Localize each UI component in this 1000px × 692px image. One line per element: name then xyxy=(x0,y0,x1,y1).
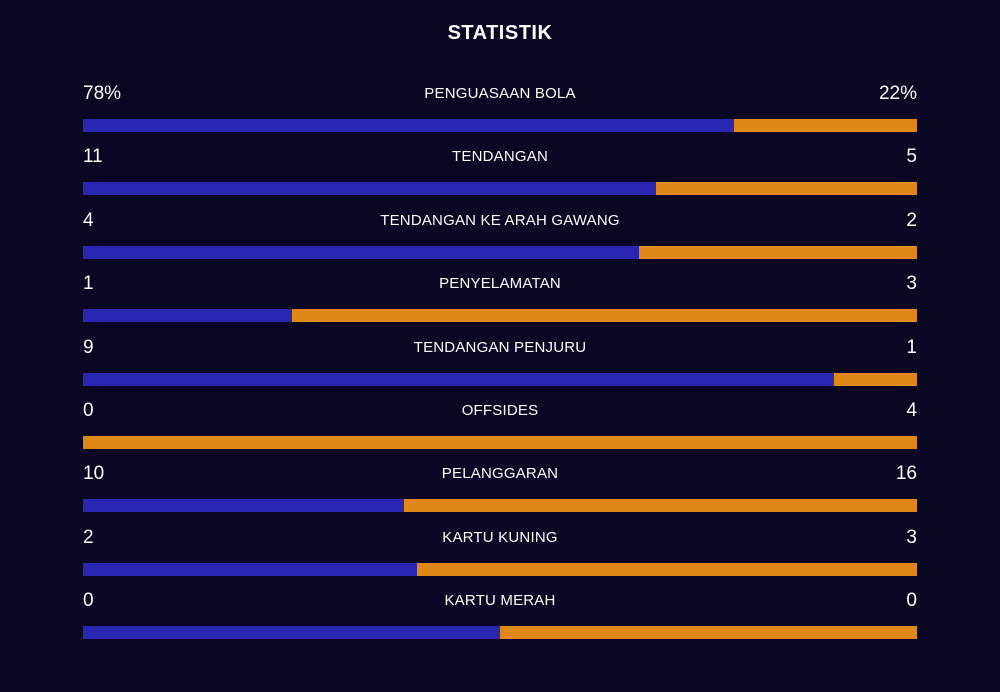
stat-row-red-cards: 0 KARTU MERAH 0 xyxy=(83,587,917,650)
home-bar-segment xyxy=(83,499,404,513)
away-bar-segment xyxy=(639,245,917,259)
home-value: 10 xyxy=(83,463,105,485)
stat-row-offsides: 0 OFFSIDES 4 xyxy=(83,397,917,460)
home-bar-segment xyxy=(83,245,640,259)
home-value: 9 xyxy=(83,336,94,358)
stat-row-shots: 11 TENDANGAN 5 xyxy=(83,143,917,206)
stat-row-yellow-cards: 2 KARTU KUNING 3 xyxy=(83,524,917,587)
home-value: 4 xyxy=(83,209,94,231)
home-value: 1 xyxy=(83,273,94,295)
away-value: 1 xyxy=(906,336,917,358)
away-bar-segment xyxy=(83,435,917,449)
stat-row-saves: 1 PENYELAMATAN 3 xyxy=(83,270,917,333)
comparison-bar xyxy=(83,562,917,576)
home-value: 0 xyxy=(83,399,94,421)
away-bar-segment xyxy=(403,499,917,513)
stat-label: TENDANGAN PENJURU xyxy=(413,338,587,356)
away-value: 2 xyxy=(906,209,917,231)
comparison-bar xyxy=(83,435,917,449)
stat-label: PENYELAMATAN xyxy=(439,275,561,293)
home-value: 0 xyxy=(83,590,94,612)
home-bar-segment xyxy=(83,626,500,640)
stat-row-possession: 78% PENGUASAAN BOLA 22% xyxy=(83,80,917,143)
away-value: 22% xyxy=(878,83,917,104)
away-bar-segment xyxy=(416,562,917,576)
home-bar-segment xyxy=(83,562,417,576)
stat-label: TENDANGAN KE ARAH GAWANG xyxy=(380,211,620,229)
comparison-bar xyxy=(83,372,917,386)
stat-row-shots-on-target: 4 TENDANGAN KE ARAH GAWANG 2 xyxy=(83,207,917,270)
home-bar-segment xyxy=(83,309,292,323)
comparison-bar xyxy=(83,499,917,513)
stat-label: PELANGGARAN xyxy=(441,465,559,483)
stats-list: 78% PENGUASAAN BOLA 22% 11 TENDANGAN 5 4… xyxy=(83,80,917,651)
comparison-bar xyxy=(83,309,917,323)
comparison-bar xyxy=(83,182,917,196)
stat-label: OFFSIDES xyxy=(461,401,539,419)
away-bar-segment xyxy=(291,309,917,323)
comparison-bar xyxy=(83,119,917,132)
away-bar-segment xyxy=(500,626,917,640)
home-bar-segment xyxy=(83,182,657,196)
away-value: 3 xyxy=(906,273,917,295)
away-value: 0 xyxy=(906,590,917,612)
comparison-bar xyxy=(83,626,917,640)
stat-row-fouls: 10 PELANGGARAN 16 xyxy=(83,460,917,523)
away-value: 3 xyxy=(906,526,917,548)
home-value: 78% xyxy=(83,83,122,104)
stat-label: PENGUASAAN BOLA xyxy=(424,85,576,102)
away-value: 4 xyxy=(906,399,917,421)
away-value: 5 xyxy=(906,146,917,168)
stats-title: STATISTIK xyxy=(447,22,553,44)
away-bar-segment xyxy=(733,119,917,132)
stat-row-corners: 9 TENDANGAN PENJURU 1 xyxy=(83,334,917,397)
home-value: 2 xyxy=(83,526,94,548)
stat-label: KARTU MERAH xyxy=(444,592,556,610)
away-bar-segment xyxy=(833,372,917,386)
comparison-bar xyxy=(83,245,917,259)
home-bar-segment xyxy=(83,119,734,132)
away-bar-segment xyxy=(656,182,917,196)
home-value: 11 xyxy=(83,146,103,168)
away-value: 16 xyxy=(895,463,917,485)
home-bar-segment xyxy=(83,372,834,386)
stat-label: TENDANGAN xyxy=(452,148,548,166)
stat-label: KARTU KUNING xyxy=(442,528,558,546)
